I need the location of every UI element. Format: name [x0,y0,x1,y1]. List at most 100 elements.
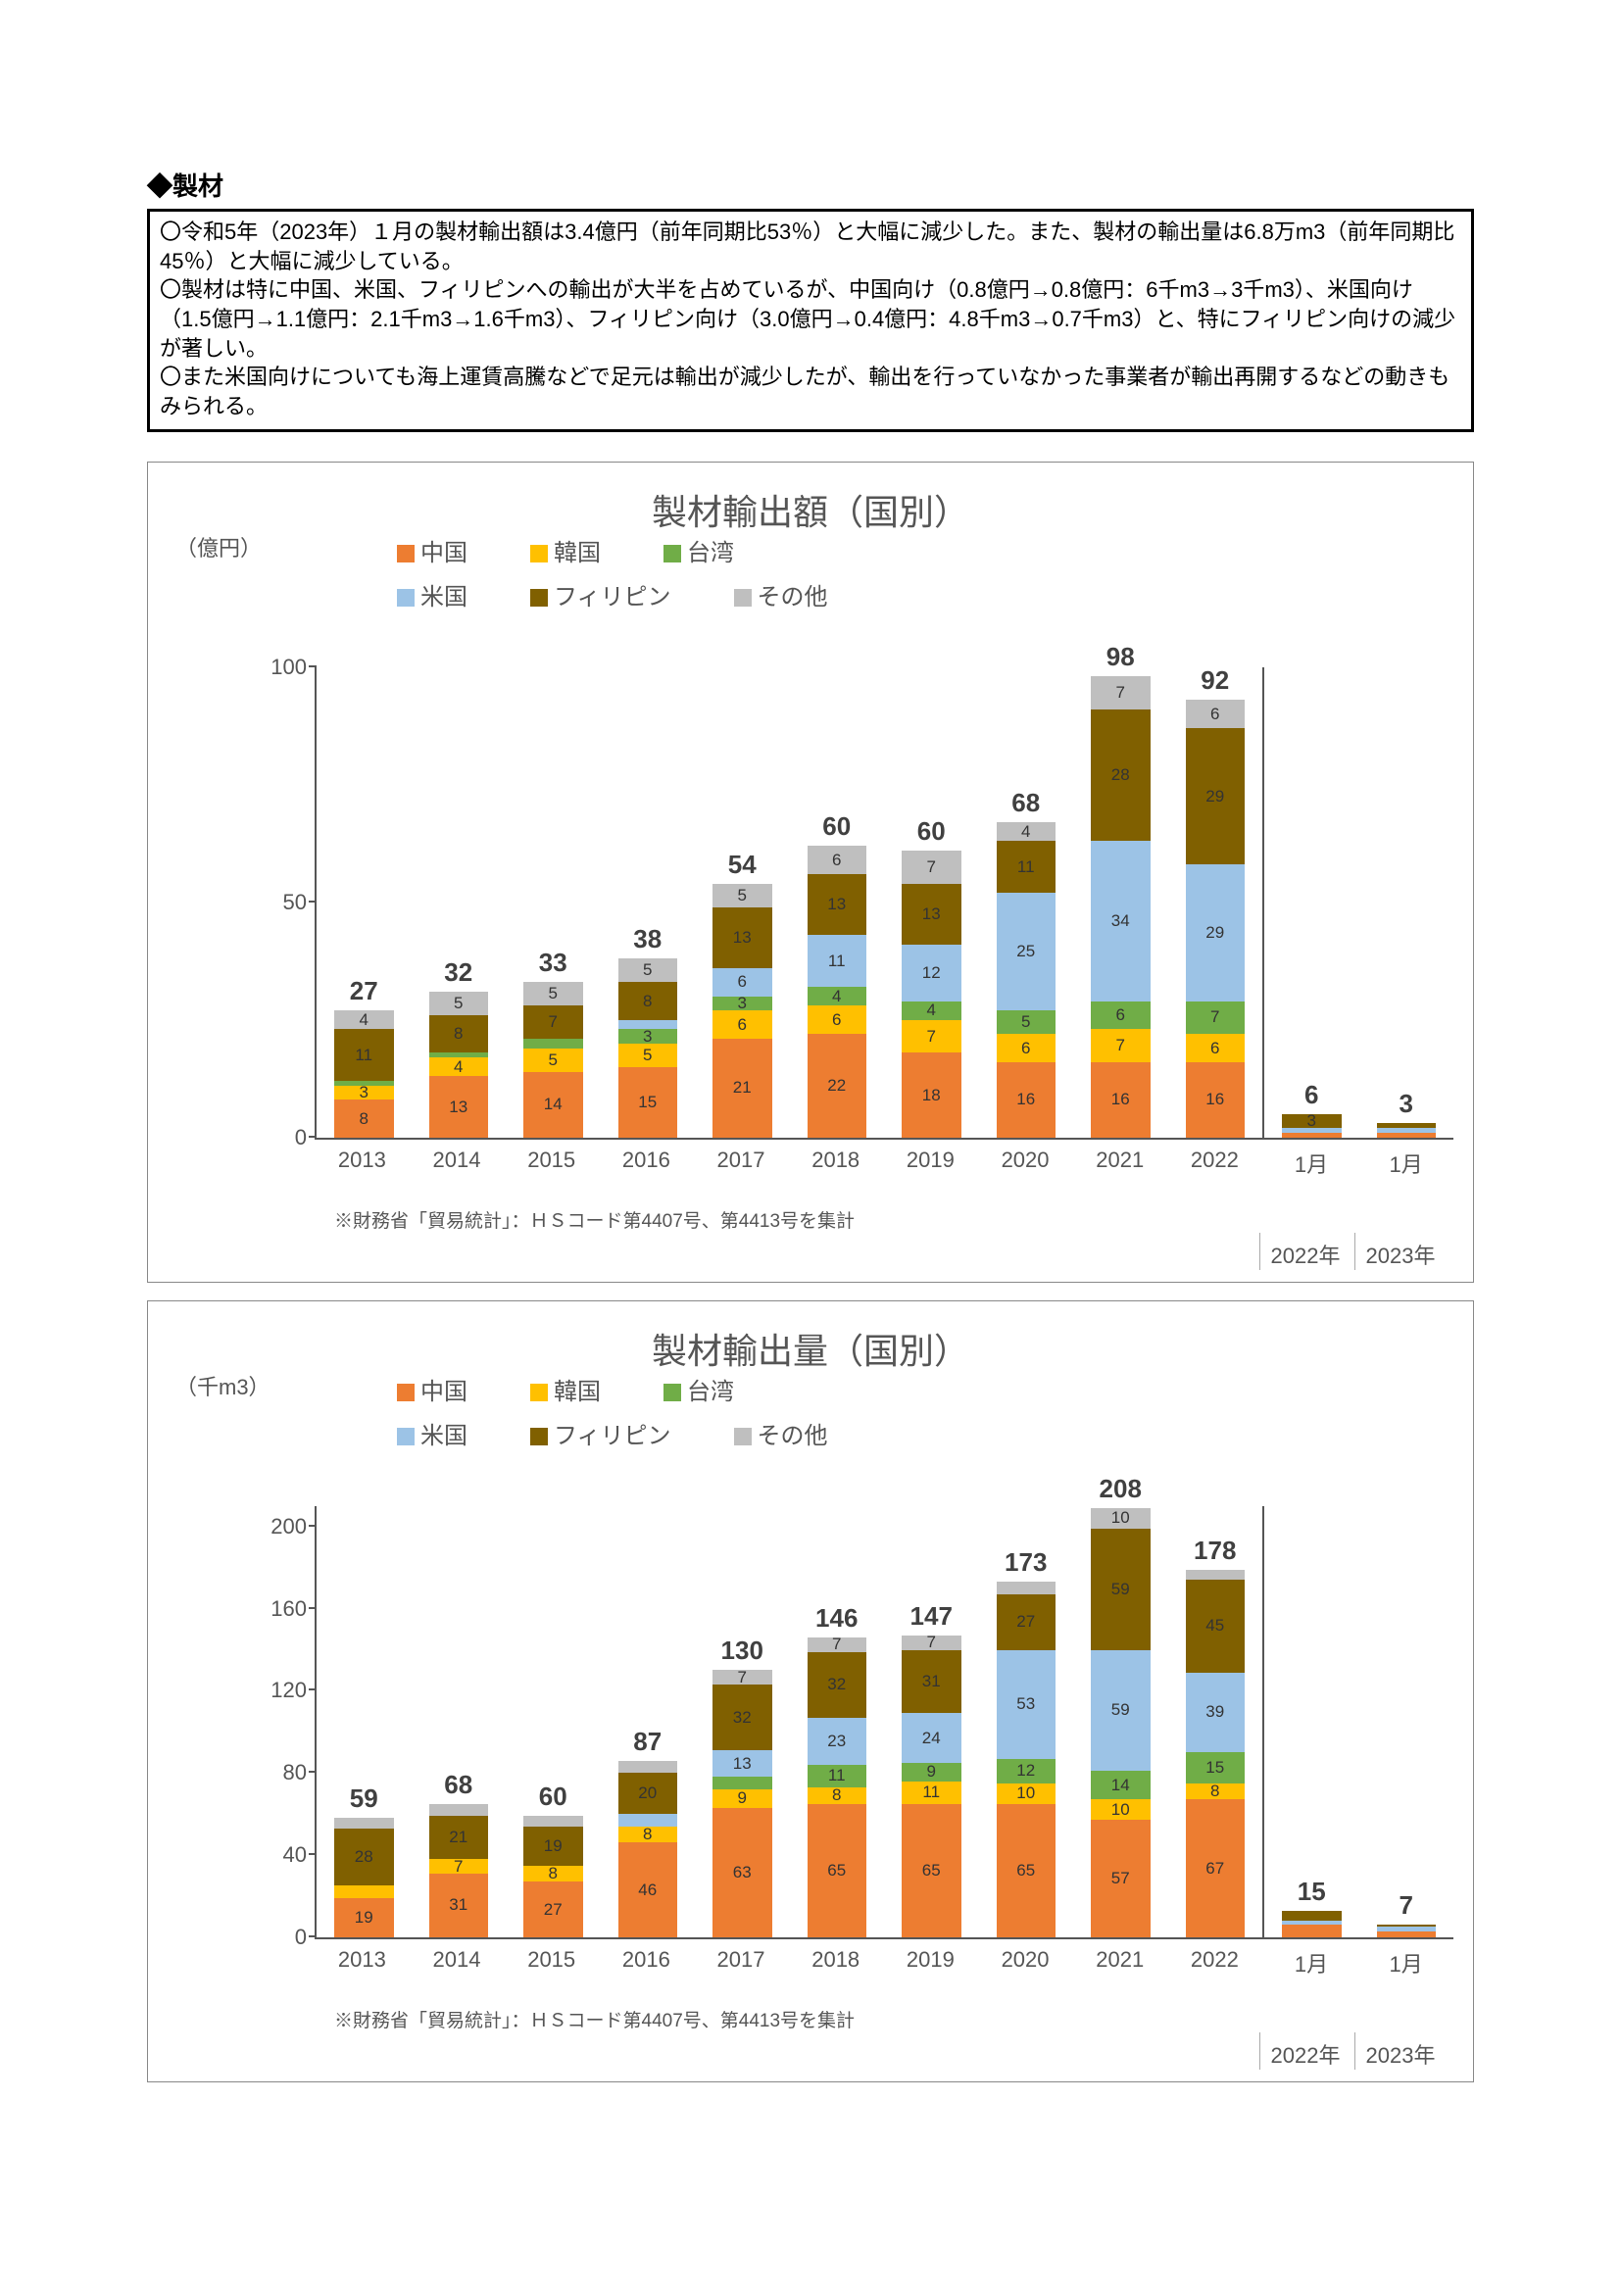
bar-segment: 12 [902,945,961,1001]
segment-value: 5 [429,994,489,1013]
bar-total: 7 [1400,1890,1413,1921]
bar-segment: 8 [334,1099,394,1137]
segment-value: 32 [712,1708,772,1728]
chart-panel: 製材輸出量（国別）（千m3）中国韓国台湾米国フィリピンその他0408012016… [147,1300,1474,2082]
segment-value: 13 [808,895,867,914]
bar-total: 27 [350,976,378,1006]
bar-segment: 29 [1186,864,1246,1001]
bar-column: 6581123327146 [808,1637,867,1937]
sub-year-label: 2022年 [1259,2032,1351,2070]
segment-value: 8 [808,1787,867,1804]
bar-segment: 7 [1186,1001,1246,1035]
summary-line: 〇また米国向けについても海上運賃高騰などで足元は輸出が減少したが、輸出を行ってい… [160,363,1461,420]
bar-segment: 9 [712,1789,772,1808]
legend-label: 中国 [420,540,467,566]
segment-value: 65 [997,1861,1056,1881]
bar-segment [429,1052,489,1057]
bar-segment: 18 [902,1052,961,1137]
segment-value: 7 [1091,683,1151,703]
segment-value: 10 [1091,1508,1151,1528]
sub-year-label: 2023年 [1354,2032,1446,2070]
legend-label: その他 [758,1423,828,1449]
x-tick-label: 2013 [332,1148,392,1179]
bar-segment: 16 [1091,1062,1151,1138]
segment-value: 7 [1186,1007,1246,1027]
segment-value: 10 [997,1783,1056,1803]
bar-total: 60 [917,816,946,847]
segment-value: 6 [808,1010,867,1030]
x-tick-label: 2017 [712,1148,771,1179]
bar-segment: 39 [1186,1673,1246,1753]
bar-total: 6 [1304,1080,1318,1110]
x-tick-label: 2013 [332,1947,392,1978]
bar-segment: 8 [618,982,678,1019]
summary-line: 〇令和5年（2023年）１月の製材輸出額は3.4億円（前年同期比53％）と大幅に… [160,218,1461,275]
legend-label: その他 [758,584,828,611]
bar-segment: 8 [523,1866,583,1882]
segment-value: 8 [334,1109,394,1129]
bar-segment: 4 [997,822,1056,841]
bar-column: 6511924317147 [902,1636,961,1937]
bar-segment: 6 [1091,1001,1151,1030]
segment-value: 25 [997,942,1056,961]
bar-total: 60 [822,811,851,842]
bar-total: 38 [633,924,662,954]
bar-segment: 4 [429,1057,489,1076]
legend-swatch [397,589,415,607]
x-tick-label: 2016 [616,1148,676,1179]
segment-value: 27 [523,1900,583,1920]
chart-footnote: ※財務省「貿易統計」：ＨＳコード第4407号、第4413号を集計 [334,1206,1453,1233]
segment-value: 11 [997,857,1056,877]
bar-segment: 24 [902,1713,961,1762]
bar-segment: 28 [1091,709,1151,841]
segment-value: 23 [808,1732,867,1751]
segment-value: 6 [1186,1039,1246,1058]
segment-value: 5 [712,886,772,905]
segment-value: 14 [1091,1776,1151,1795]
summary-box: 〇令和5年（2023年）１月の製材輸出額は3.4億円（前年同期比53％）と大幅に… [147,209,1474,432]
legend-label: フィリピン [554,584,671,611]
segment-value: 7 [712,1670,772,1685]
segment-value: 39 [1186,1702,1246,1722]
legend-swatch [663,545,681,562]
bar-segment: 32 [808,1652,867,1718]
x-tick-label: 2021 [1090,1947,1150,1978]
bar-segment: 19 [523,1827,583,1866]
segment-value: 3 [618,1029,678,1043]
bar-column: 16652511468 [997,822,1056,1138]
bar-segment: 20 [618,1773,678,1814]
bar-segment: 21 [429,1816,489,1859]
x-tick-label: 2020 [996,1148,1056,1179]
bar-segment: 5 [997,1010,1056,1034]
bar-segment: 59 [1091,1650,1151,1772]
bar-segment: 6 [808,1005,867,1034]
segment-value: 5 [523,1050,583,1070]
bar-segment: 29 [1186,728,1246,864]
segment-value: 7 [1091,1036,1151,1055]
bar-column: 22641113660 [808,846,867,1138]
bar-segment: 8 [429,1015,489,1052]
bar-segment: 6 [808,846,867,874]
bar-column: 2163613554 [712,884,772,1138]
bar-segment: 22 [808,1034,867,1138]
legend-swatch [397,545,415,562]
bar-segment [1282,1925,1342,1937]
sub-year-labels: 2022年2023年 [1259,2032,1446,2070]
bar-total: 68 [1011,788,1040,818]
segment-value: 16 [1186,1090,1246,1109]
bar-segment: 15 [618,1067,678,1138]
bar-column: 1457533 [523,982,583,1137]
bar-total: 147 [910,1601,953,1632]
segment-value: 11 [808,1766,867,1785]
bar-column: 8311427 [334,1010,394,1138]
segment-value: 29 [1186,923,1246,943]
segment-value: 3 [1282,1114,1342,1128]
segment-value: 7 [523,1012,583,1032]
segment-value: 53 [997,1694,1056,1714]
bar-segment [618,1761,678,1774]
bar-total: 32 [444,957,472,988]
legend-label: 米国 [420,1423,467,1449]
legend-label: 米国 [420,584,467,611]
segment-value: 6 [808,851,867,870]
bar-column: 36 [1282,1114,1342,1138]
